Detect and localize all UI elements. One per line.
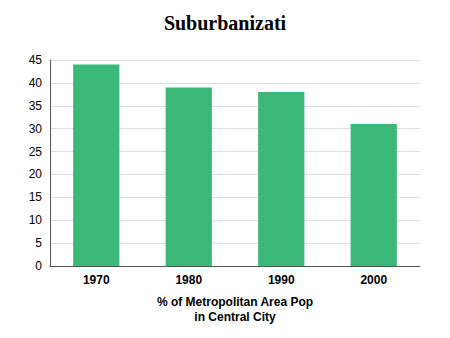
svg-text:Suburbanizati: Suburbanizati — [164, 12, 287, 34]
svg-text:1990: 1990 — [268, 273, 295, 287]
svg-text:20: 20 — [29, 167, 43, 181]
svg-text:25: 25 — [29, 145, 43, 159]
svg-text:5: 5 — [35, 236, 42, 250]
svg-text:2000: 2000 — [360, 273, 387, 287]
svg-text:% of Metropolitan Area Pop: % of Metropolitan Area Pop — [157, 295, 313, 309]
svg-text:10: 10 — [29, 213, 43, 227]
svg-text:45: 45 — [29, 53, 43, 67]
svg-text:30: 30 — [29, 122, 43, 136]
svg-text:40: 40 — [29, 76, 43, 90]
svg-text:15: 15 — [29, 190, 43, 204]
svg-text:1980: 1980 — [175, 273, 202, 287]
svg-text:0: 0 — [35, 259, 42, 273]
svg-text:in Central City: in Central City — [194, 310, 276, 324]
svg-text:1970: 1970 — [83, 273, 110, 287]
svg-text:35: 35 — [29, 99, 43, 113]
